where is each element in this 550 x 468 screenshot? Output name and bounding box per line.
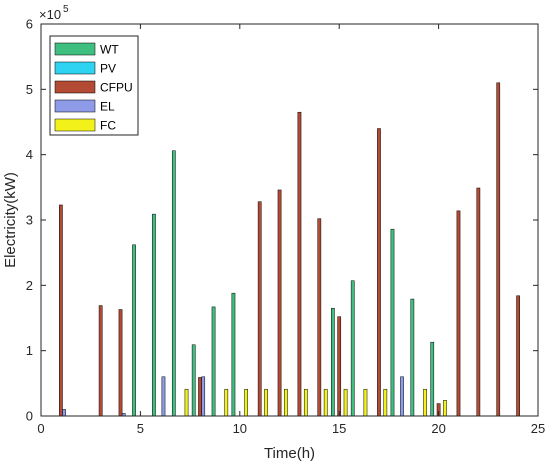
bar-wt-hour-20 — [430, 341, 435, 417]
y-axis: 0 1 2 3 4 5 6 — [26, 17, 538, 424]
legend-label-wt: WT — [100, 43, 119, 57]
bar-cfpu-hour-22 — [476, 187, 481, 417]
bar-el-hour-6 — [161, 376, 166, 417]
bar-cfpu-hour-15 — [337, 316, 342, 417]
y-exponent-power: 5 — [63, 4, 69, 15]
bar-wt-hour-16 — [350, 280, 355, 417]
legend-label-cfpu: CFPU — [100, 81, 133, 95]
bar-cfpu-hour-11 — [257, 201, 262, 417]
bar-fc-hour-15 — [343, 388, 348, 417]
legend: WT PV CFPU EL FC — [49, 35, 139, 136]
x-axis: 0 5 10 15 20 25 — [37, 24, 545, 436]
bar-cfpu-hour-13 — [297, 111, 302, 417]
y-tick-label: 1 — [26, 343, 33, 358]
bar-el-hour-18 — [400, 376, 404, 417]
x-axis-label: Time(h) — [264, 445, 315, 462]
bar-fc-hour-17 — [383, 388, 388, 417]
bar-fc-hour-16 — [363, 388, 368, 417]
bar-cfpu-hour-8 — [198, 377, 202, 417]
bar-fc-hour-9 — [224, 388, 229, 417]
bar-cfpu-hour-14 — [317, 218, 322, 417]
bar-cfpu-hour-3 — [98, 305, 103, 417]
bar-cfpu-hour-23 — [496, 82, 501, 417]
y-tick-label: 5 — [26, 82, 33, 97]
bar-cfpu-hour-4 — [118, 309, 123, 417]
bar-cfpu-hour-12 — [277, 189, 282, 417]
x-tick-label: 0 — [37, 421, 44, 436]
y-tick-label: 3 — [26, 213, 33, 228]
bar-wt-hour-19 — [410, 298, 415, 417]
bar-fc-hour-14 — [323, 388, 328, 417]
bar-fc-hour-20 — [443, 400, 447, 417]
bar-wt-hour-6 — [152, 213, 156, 417]
bar-fc-hour-10 — [244, 388, 249, 417]
x-tick-label: 20 — [431, 421, 445, 436]
y-tick-label: 6 — [26, 17, 33, 32]
x-tick-label: 25 — [531, 421, 545, 436]
legend-swatch-pv — [54, 61, 96, 75]
bar-wt-hour-10 — [231, 292, 236, 417]
bar-fc-hour-12 — [284, 388, 288, 417]
bar-cfpu-hour-21 — [456, 210, 461, 417]
bar-wt-hour-5 — [132, 244, 136, 417]
y-tick-label: 0 — [26, 409, 33, 424]
y-tick-label: 2 — [26, 278, 33, 293]
legend-swatch-wt — [54, 42, 96, 56]
legend-label-fc: FC — [100, 119, 116, 133]
bar-el-hour-1 — [62, 409, 66, 417]
bar-cfpu-hour-24 — [516, 295, 520, 417]
bar-wt-hour-15 — [330, 307, 335, 417]
legend-swatch-fc — [54, 118, 96, 132]
x-tick-label: 5 — [137, 421, 144, 436]
legend-swatch-el — [54, 99, 96, 113]
legend-swatch-cfpu — [54, 80, 96, 94]
bars-layer — [59, 82, 520, 417]
bar-fc-hour-7 — [184, 388, 189, 417]
legend-label-el: EL — [100, 100, 115, 114]
bar-wt-hour-8 — [191, 344, 196, 417]
y-exponent-label: ×10 — [39, 7, 61, 22]
bar-wt-hour-18 — [390, 228, 395, 417]
bar-el-hour-8 — [201, 376, 206, 417]
bar-fc-hour-19 — [423, 388, 427, 417]
bar-fc-hour-13 — [303, 388, 308, 417]
bar-wt-hour-9 — [211, 306, 216, 417]
y-axis-label: Electricity(kW) — [2, 172, 19, 268]
legend-label-pv: PV — [100, 62, 116, 76]
bar-cfpu-hour-17 — [377, 128, 381, 417]
bar-fc-hour-11 — [264, 388, 268, 417]
x-tick-label: 10 — [233, 421, 247, 436]
bar-cfpu-hour-1 — [59, 204, 63, 417]
x-tick-label: 15 — [332, 421, 346, 436]
bar-wt-hour-7 — [171, 150, 176, 417]
y-tick-label: 4 — [26, 147, 33, 162]
